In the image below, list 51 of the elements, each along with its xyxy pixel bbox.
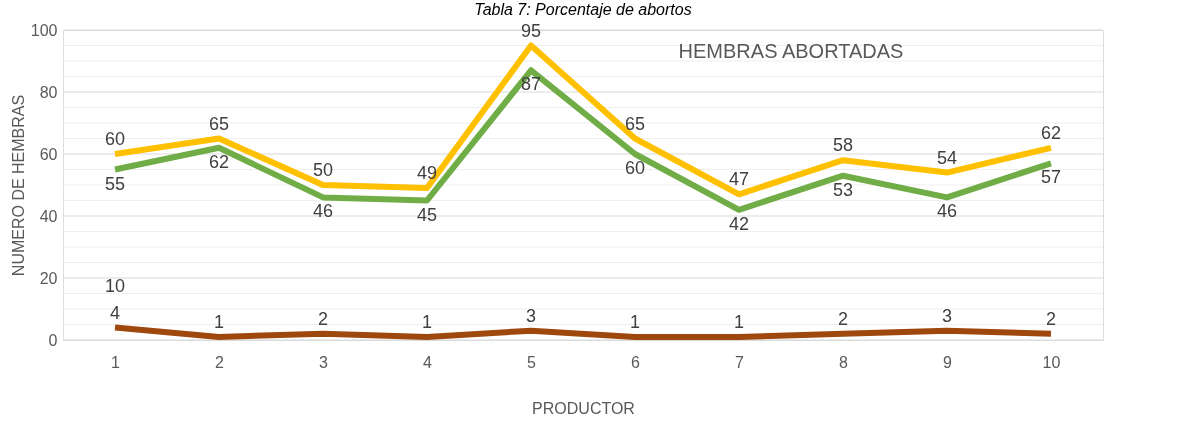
data-label: 1 <box>629 311 641 332</box>
data-label: 55 <box>104 173 126 194</box>
data-label: 4 <box>109 302 121 323</box>
data-label: 87 <box>520 74 542 95</box>
data-label: 49 <box>416 163 438 184</box>
data-label: 46 <box>936 201 958 222</box>
y-tick-label: 80 <box>39 83 58 101</box>
data-label: 45 <box>416 204 438 225</box>
data-label: 42 <box>728 213 750 234</box>
annotation: HEMBRAS ABORTADAS <box>678 40 904 62</box>
data-label: 60 <box>624 158 646 178</box>
data-label: 57 <box>1040 167 1062 188</box>
y-tick-label: 100 <box>30 21 58 39</box>
data-label: 65 <box>208 113 230 134</box>
x-tick-label: 5 <box>527 353 537 371</box>
y-tick-label: 20 <box>39 269 58 287</box>
data-label: 3 <box>525 305 537 326</box>
data-label: 2 <box>317 308 329 329</box>
x-tick-label: 8 <box>839 353 849 371</box>
data-label: 62 <box>1040 122 1062 143</box>
data-label: 60 <box>104 129 126 149</box>
data-label: 1 <box>421 311 433 332</box>
data-label: 47 <box>728 169 750 190</box>
x-tick-label: 1 <box>111 353 121 371</box>
data-label: 1 <box>213 311 225 332</box>
data-label: 65 <box>624 113 646 134</box>
data-label: 1 <box>733 311 745 332</box>
x-tick-label: 6 <box>631 353 641 371</box>
x-tick-label: 10 <box>1042 353 1061 371</box>
chart-title: Tabla 7: Porcentaje de abortos <box>474 1 692 18</box>
data-label: 54 <box>936 147 958 168</box>
y-axis-title: NUMERO DE HEMBRAS <box>9 94 27 277</box>
data-label: 3 <box>941 305 953 326</box>
data-label: 50 <box>312 160 334 180</box>
y-tick-label: 40 <box>39 207 58 225</box>
data-label: 2 <box>1045 308 1057 329</box>
x-tick-label: 4 <box>423 353 433 371</box>
data-label: 46 <box>312 201 334 222</box>
y-tick-label: 60 <box>39 145 58 163</box>
x-tick-label: 7 <box>735 353 745 371</box>
data-label: 95 <box>520 20 542 41</box>
data-label: 62 <box>208 151 230 172</box>
annotation: 10 <box>104 276 126 297</box>
data-label: 58 <box>832 135 854 156</box>
x-tick-label: 2 <box>215 353 225 371</box>
data-label: 53 <box>832 179 854 200</box>
y-tick-label: 0 <box>48 331 58 349</box>
x-tick-label: 3 <box>319 353 329 371</box>
x-tick-label: 9 <box>943 353 953 371</box>
data-label: 2 <box>837 308 849 329</box>
x-axis-title: PRODUCTOR <box>532 399 635 417</box>
